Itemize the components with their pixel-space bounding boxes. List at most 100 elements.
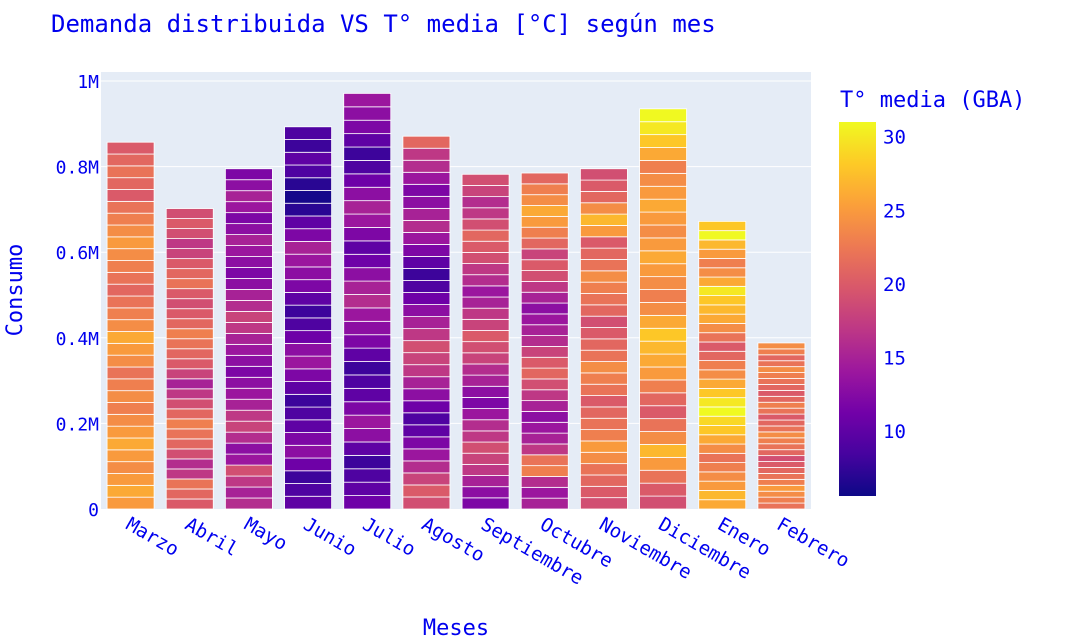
bar-segment <box>284 241 332 255</box>
bar-segment <box>165 208 214 219</box>
bar-segment <box>106 366 155 380</box>
bar-segment <box>461 263 510 276</box>
bar-segment <box>225 354 273 367</box>
bar-segment <box>165 458 214 470</box>
bar-segment <box>284 177 332 191</box>
bar-segment <box>165 398 214 410</box>
bar-segment <box>284 190 332 204</box>
bar-segment <box>757 401 806 409</box>
bar-segment <box>520 226 569 239</box>
bar-segment <box>225 365 273 378</box>
x-tick-label: Abril <box>181 513 242 561</box>
y-tick-label: 0.4M <box>56 329 100 350</box>
bar-segment <box>461 475 510 488</box>
bar-segment <box>520 497 569 510</box>
bar-segment <box>284 202 332 217</box>
bar-segment <box>225 168 273 181</box>
bar-segment <box>225 343 273 356</box>
bar-segment <box>343 468 392 483</box>
bar-segment <box>106 260 155 273</box>
bar-segment <box>757 348 806 356</box>
bar-noviembre <box>580 168 628 510</box>
bar-segment <box>343 267 392 282</box>
bar-segment <box>757 372 806 379</box>
bar-segment <box>343 387 392 403</box>
x-tick-label: Junio <box>300 513 361 561</box>
bar-segment <box>165 498 214 510</box>
bar-marzo <box>106 141 155 510</box>
bar-segment <box>580 315 628 328</box>
bar-segment <box>343 347 392 362</box>
bar-segment <box>698 276 747 287</box>
bar-segment <box>225 387 273 400</box>
bar-segment <box>757 461 806 468</box>
bar-segment <box>639 366 687 381</box>
bar-segment <box>225 497 273 510</box>
bar-segment <box>757 490 806 498</box>
bar-segment <box>520 367 569 380</box>
bar-segment <box>165 308 214 320</box>
bar-segment <box>757 384 806 391</box>
bar-segment <box>698 434 747 445</box>
bar-segment <box>343 106 392 121</box>
bar-segment <box>580 417 628 431</box>
colorbar-tick-label: 25 <box>883 200 906 222</box>
bar-segment <box>106 402 155 415</box>
bar-segment <box>461 452 510 465</box>
bar-segment <box>343 428 392 443</box>
bar-segment <box>225 376 273 389</box>
bar-segment <box>165 258 214 270</box>
bar-segment <box>402 280 451 293</box>
bar-segment <box>165 218 214 229</box>
bar-segment <box>284 164 332 179</box>
bar-segment <box>165 278 214 290</box>
bar-segment <box>639 405 687 420</box>
bar-segment <box>106 413 155 427</box>
colorbar-tick-label: 20 <box>883 274 906 296</box>
bar-segment <box>698 239 747 250</box>
bar-segment <box>580 474 628 487</box>
bar-segment <box>343 414 392 429</box>
bar-segment <box>757 389 806 397</box>
bar-segment <box>520 270 569 282</box>
bar-segment <box>165 318 214 330</box>
bar-segment <box>520 421 569 434</box>
bar-segment <box>106 496 155 510</box>
bar-segment <box>520 313 569 326</box>
bar-segment <box>284 253 332 268</box>
bar-segment <box>284 495 332 510</box>
bar-segment <box>402 195 451 209</box>
bar-segment <box>284 483 332 497</box>
bar-segment <box>757 413 806 421</box>
bar-segment <box>757 378 806 385</box>
bar-segment <box>106 177 155 190</box>
bar-segment <box>639 314 687 329</box>
bar-segment <box>639 289 687 303</box>
bar-segment <box>402 460 451 474</box>
bar-segment <box>461 318 510 331</box>
bar-segment <box>580 361 628 374</box>
bar-segment <box>343 173 392 188</box>
bar-segment <box>520 248 569 261</box>
bar-segment <box>343 160 392 175</box>
bar-segment <box>284 317 332 332</box>
bar-segment <box>343 495 392 510</box>
bar-segment <box>461 419 510 432</box>
bar-septiembre <box>461 173 510 510</box>
bar-segment <box>698 295 747 306</box>
bar-segment <box>284 457 332 472</box>
bar-segment <box>165 378 214 390</box>
bar-segment <box>402 436 451 450</box>
bar-segment <box>698 397 747 408</box>
bar-segment <box>106 212 155 226</box>
bar-segment <box>698 387 747 399</box>
bar-segment <box>165 238 214 250</box>
bar-segment <box>402 171 451 185</box>
bar-segment <box>698 490 747 501</box>
bar-segment <box>520 205 569 217</box>
y-tick-labels: 0 0.2M 0.4M 0.6M 0.8M 1M <box>56 72 100 521</box>
bar-segment <box>402 183 451 197</box>
bar-segment <box>639 250 687 265</box>
bar-segment <box>225 420 273 433</box>
